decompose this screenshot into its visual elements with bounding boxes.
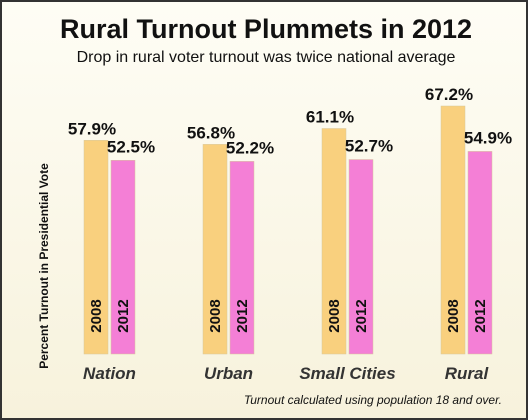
bar-series-label: 2012 [472, 299, 489, 332]
data-label: 52.7% [345, 137, 393, 156]
data-label: 54.9% [464, 128, 512, 147]
bar-2008-2 [321, 128, 347, 355]
category-label: Urban [204, 364, 253, 383]
bar-2012-0 [110, 160, 136, 355]
bar-series-label: 2008 [326, 299, 343, 332]
data-label: 56.8% [187, 123, 235, 142]
footnote: Turnout calculated using population 18 a… [244, 393, 502, 407]
bar-series-label: 2008 [207, 299, 224, 332]
bar-series-label: 2012 [234, 299, 251, 332]
y-axis-label: Percent Turnout in Presidential Vote [37, 163, 51, 369]
data-label: 57.9% [68, 119, 116, 138]
data-label: 52.5% [107, 137, 155, 156]
data-label: 67.2% [425, 85, 473, 104]
chart-title: Rural Turnout Plummets in 2012 [60, 14, 472, 44]
category-label: Nation [83, 364, 136, 383]
data-label: 52.2% [226, 138, 274, 157]
bar-2012-2 [348, 159, 374, 355]
bar-2012-3 [467, 151, 493, 355]
bar-series-label: 2012 [353, 299, 370, 332]
data-label: 61.1% [306, 108, 354, 127]
chart-subtitle: Drop in rural voter turnout was twice na… [77, 49, 456, 66]
bar-2012-1 [229, 161, 255, 355]
bar-series-label: 2012 [115, 299, 132, 332]
category-label: Small Cities [299, 364, 395, 383]
bar-series-label: 2008 [445, 299, 462, 332]
category-label: Rural [445, 364, 490, 383]
bar-2008-1 [202, 144, 228, 355]
bar-2008-0 [83, 140, 109, 355]
bar-2008-3 [440, 105, 466, 355]
bar-series-label: 2008 [88, 299, 105, 332]
